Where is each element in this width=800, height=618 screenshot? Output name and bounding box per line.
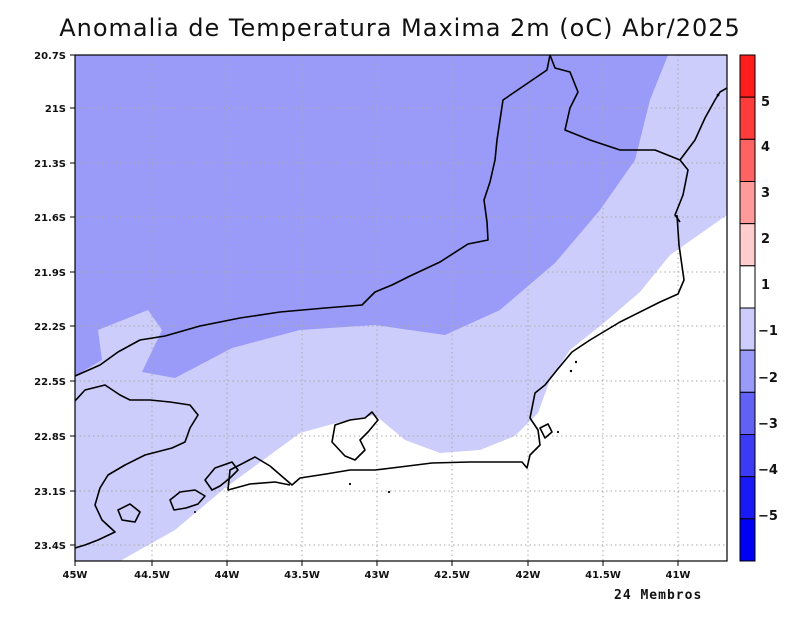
colorbar <box>739 54 756 562</box>
shade-minus-1-to-1 <box>120 215 727 561</box>
colorbar-label: 3 <box>761 186 770 201</box>
colorbar-box <box>739 349 756 393</box>
x-tick-label: 44W <box>215 570 240 581</box>
y-tick-label: 20.7S <box>34 51 66 62</box>
x-tick-label: 42W <box>516 570 541 581</box>
y-tick-label: 23.1S <box>34 487 66 498</box>
y-tick-label: 22.8S <box>34 432 66 443</box>
colorbar-label: −1 <box>758 324 778 339</box>
colorbar-box <box>739 181 756 225</box>
y-tick-label: 21S <box>45 104 66 115</box>
x-tick-label: 44.5W <box>134 570 170 581</box>
x-tick-label: 45W <box>63 570 88 581</box>
colorbar-label: −3 <box>758 417 778 432</box>
x-tick-label: 43W <box>365 570 390 581</box>
colorbar-label: 5 <box>761 95 770 110</box>
colorbar-label: −4 <box>758 463 778 478</box>
colorbar-box <box>739 96 756 140</box>
colorbar-box <box>739 476 756 520</box>
y-tick-label: 22.2S <box>34 322 66 333</box>
coastline-south-west <box>75 384 199 549</box>
y-tick-label: 21.9S <box>34 268 66 279</box>
x-tick-label: 43.5W <box>284 570 320 581</box>
shade-below-minus-2 <box>75 55 668 378</box>
map-frame <box>74 54 728 562</box>
colorbar-box <box>739 518 756 562</box>
y-tick-label: 21.3S <box>34 159 66 170</box>
state-border-north-east <box>679 87 727 161</box>
y-tick-label: 23.4S <box>34 541 66 552</box>
x-tick-label: 41.5W <box>585 570 621 581</box>
members-footnote: 24 Membros <box>614 588 703 603</box>
map-title: Anomalia de Temperatura Maxima 2m (oC) A… <box>59 14 741 42</box>
state-border-east <box>549 55 689 223</box>
colorbar-label: 2 <box>761 232 770 247</box>
colorbar-label: 1 <box>761 278 770 293</box>
peninsula-east <box>539 423 553 439</box>
colorbar-box <box>739 307 756 351</box>
state-border-line <box>75 55 551 377</box>
y-tick-label: 22.5S <box>34 377 66 388</box>
anomaly-shading <box>75 55 727 561</box>
colorbar-label: 4 <box>761 140 770 155</box>
colorbar-box <box>739 138 756 182</box>
colorbar-box <box>739 434 756 478</box>
island-outline <box>169 489 206 511</box>
colorbar-box <box>739 391 756 436</box>
x-tick-label: 41W <box>666 570 691 581</box>
coastline <box>227 214 685 491</box>
bay-outline <box>331 411 379 461</box>
x-tick-label: 42.5W <box>434 570 470 581</box>
island-outline-2 <box>117 503 141 523</box>
colorbar-label: −2 <box>758 371 778 386</box>
colorbar-label: −5 <box>758 509 778 524</box>
colorbar-box <box>739 223 756 267</box>
colorbar-box <box>739 54 756 98</box>
colorbar-box <box>739 265 756 309</box>
bay-outline-west <box>204 461 239 491</box>
y-tick-label: 21.6S <box>34 213 66 224</box>
